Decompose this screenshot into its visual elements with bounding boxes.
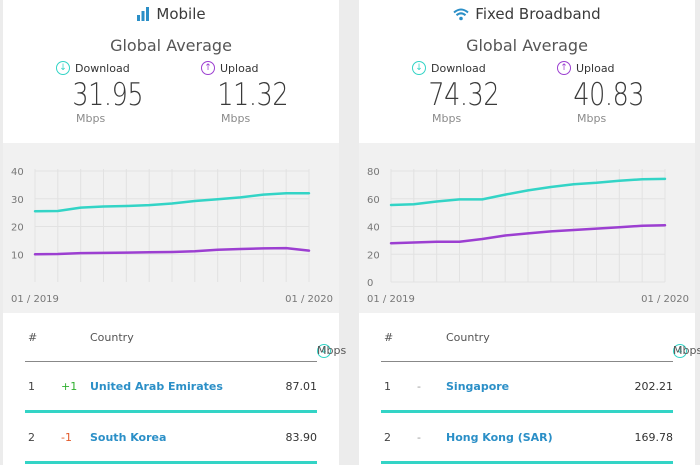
rank: 1 [384, 380, 391, 393]
rank-change: - [417, 380, 421, 393]
x-tick-label: 01 / 2020 [285, 294, 333, 305]
fixed-chart: 0 20 40 60 80 01 / 2019 01 / 2020 [359, 143, 695, 313]
upload-unit: Mbps [221, 112, 251, 125]
country-link[interactable]: United Arab Emirates [90, 380, 223, 393]
fixed-ranking-table: # Country ↓ Mbps 1 - Singapore 202.21 2 … [359, 318, 700, 464]
upload-series-line [33, 246, 311, 256]
upload-value: 11.32 [217, 77, 289, 113]
country-link[interactable]: Hong Kong (SAR) [446, 431, 553, 444]
speed-value: 169.78 [634, 431, 674, 444]
upload-metric: ↑ Upload 40.83 Mbps [557, 60, 677, 125]
panel-subtitle: Global Average [466, 36, 588, 55]
table-row[interactable]: 1 - Singapore 202.21 [381, 362, 673, 413]
metrics: ↓ Download 31.95 Mbps ↑ Upload 11.32 Mbp… [3, 56, 339, 125]
rank: 2 [28, 431, 35, 444]
upload-series-line [389, 224, 667, 245]
panel-title: Mobile [156, 5, 206, 23]
upload-unit: Mbps [577, 112, 607, 125]
wifi-icon [453, 8, 469, 21]
mobile-chart-svg: 10 20 30 40 01 / 2019 01 / 2020 [11, 167, 333, 305]
rank: 2 [384, 431, 391, 444]
mobile-ranking-table: # Country ↓ Mbps 1 +1 United Arab Emirat… [3, 318, 346, 464]
speed-value: 87.01 [285, 380, 318, 393]
download-label: Download [75, 61, 130, 75]
country-link[interactable]: South Korea [90, 431, 167, 444]
download-unit: Mbps [432, 112, 462, 125]
download-label: Download [431, 61, 486, 75]
download-metric: ↓ Download 74.32 Mbps [412, 60, 532, 125]
y-tick-label: 20 [367, 250, 380, 261]
metrics: ↓ Download 74.32 Mbps ↑ Upload 40.83 Mbp… [359, 56, 695, 125]
x-tick-label: 01 / 2019 [11, 294, 59, 305]
upload-value: 40.83 [573, 77, 645, 113]
speed-value: 202.21 [634, 380, 674, 393]
rank-header: # [28, 331, 38, 344]
table-row[interactable]: 1 +1 United Arab Emirates 87.01 [25, 362, 317, 413]
download-arrow-icon: ↓ [412, 61, 426, 75]
download-arrow-icon: ↓ [317, 344, 331, 358]
country-link[interactable]: Singapore [446, 380, 510, 393]
table-row[interactable]: 2 -1 South Korea 83.90 [25, 413, 317, 464]
mobile-panel: Mobile Global Average ↓ Download 31.95 M… [3, 0, 346, 465]
download-unit: Mbps [76, 112, 106, 125]
y-tick-label: 60 [367, 195, 380, 206]
download-arrow-icon: ↓ [673, 344, 687, 358]
x-tick-label: 01 / 2019 [367, 294, 415, 305]
rank-header: # [384, 331, 394, 344]
table-header: # Country ↓ Mbps [25, 318, 346, 362]
rank: 1 [28, 380, 35, 393]
rank-change: -1 [61, 431, 72, 444]
mobile-chart: 10 20 30 40 01 / 2019 01 / 2020 [3, 143, 339, 313]
country-header: Country [90, 331, 134, 344]
table-row[interactable]: 2 - Hong Kong (SAR) 169.78 [381, 413, 673, 464]
download-value: 74.32 [428, 77, 500, 113]
y-tick-label: 10 [11, 250, 24, 261]
country-header: Country [446, 331, 490, 344]
upload-arrow-icon: ↑ [201, 61, 215, 75]
y-tick-label: 30 [11, 195, 24, 206]
y-tick-label: 40 [367, 223, 380, 234]
panel-title: Fixed Broadband [475, 5, 601, 23]
rank-change: - [417, 431, 421, 444]
fixed-broadband-panel: Fixed Broadband Global Average ↓ Downloa… [359, 0, 700, 465]
download-series-line [389, 177, 667, 207]
panel-header: Mobile [3, 0, 339, 28]
download-value: 31.95 [72, 77, 144, 113]
upload-label: Upload [220, 61, 259, 75]
y-tick-label: 40 [11, 167, 24, 178]
upload-metric: ↑ Upload 11.32 Mbps [201, 60, 321, 125]
rank-change: +1 [61, 380, 78, 393]
y-tick-label: 80 [367, 167, 380, 178]
upload-label: Upload [576, 61, 615, 75]
download-arrow-icon: ↓ [56, 61, 70, 75]
download-metric: ↓ Download 31.95 Mbps [56, 60, 176, 125]
signal-bars-icon [136, 7, 150, 21]
speed-value: 83.90 [285, 431, 318, 444]
y-tick-label: 20 [11, 223, 24, 234]
table-header: # Country ↓ Mbps [381, 318, 700, 362]
panel-subtitle: Global Average [110, 36, 232, 55]
panel-header: Fixed Broadband [359, 0, 695, 28]
download-series-line [33, 191, 311, 213]
x-tick-label: 01 / 2020 [641, 294, 689, 305]
y-tick-label: 0 [367, 278, 373, 289]
upload-arrow-icon: ↑ [557, 61, 571, 75]
fixed-chart-svg: 0 20 40 60 80 01 / 2019 01 / 2020 [367, 167, 689, 305]
